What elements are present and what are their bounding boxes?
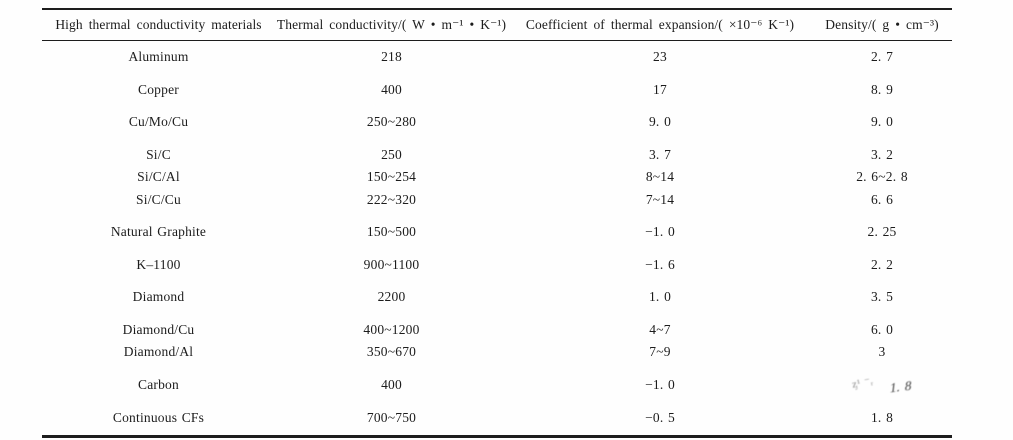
density-cell: 3	[878, 344, 886, 359]
header-row: High thermal conductivity materials Ther…	[42, 9, 952, 41]
column-header-thermal-conductivity: Thermal conductivity/( W • m⁻¹ • K⁻¹)	[276, 17, 507, 32]
density-cell: 6. 0	[870, 321, 894, 337]
watermark-artifact: ᶎ¹ ⁻ᵣ	[851, 374, 875, 391]
density-cell: 2. 2	[870, 256, 894, 272]
column-header-materials: High thermal conductivity materials	[55, 17, 262, 32]
density-cell: 3. 5	[870, 289, 894, 304]
expansion-cell: 23	[653, 49, 667, 64]
material-cell: Diamond	[132, 289, 185, 304]
material-cell: Si/C/Al	[137, 169, 180, 184]
density-cell: 3. 2	[870, 146, 894, 162]
table-row: Aluminum 218 23 2. 7	[42, 41, 952, 74]
conductivity-cell: 400	[381, 377, 402, 392]
density-cell: 9. 0	[870, 114, 894, 129]
table-row: Cu/Mo/Cu 250~280 9. 0 9. 0	[42, 106, 952, 139]
conductivity-cell: 700~750	[366, 410, 417, 425]
material-cell: Si/C	[146, 146, 171, 162]
table-row: Natural Graphite 150~500 −1. 0 2. 25	[42, 216, 952, 249]
density-cell: 8. 9	[870, 81, 894, 97]
conductivity-cell: 218	[381, 49, 402, 64]
density-cell: 1. 8	[870, 410, 894, 425]
density-cell: 6. 6	[870, 191, 894, 207]
table-body: Aluminum 218 23 2. 7 Copper 400 17 8. 9 Cu/Mo/Cu…	[42, 41, 952, 437]
expansion-cell: 17	[653, 81, 667, 97]
expansion-cell: −1. 0	[645, 377, 675, 392]
table-row: Copper 400 17 8. 9	[42, 74, 952, 107]
density-cell: 2. 6~2. 8	[856, 169, 908, 184]
density-cell: ᶎ¹ ⁻ᵣ 1. 8	[812, 369, 952, 403]
expansion-cell: 7~14	[645, 191, 675, 207]
expansion-cell: 1. 0	[648, 289, 672, 304]
expansion-cell: 9. 0	[648, 114, 672, 129]
material-cell: Aluminum	[128, 49, 189, 64]
expansion-cell: −0. 5	[645, 410, 675, 425]
expansion-cell: 3. 7	[648, 146, 672, 162]
material-cell: Diamond/Al	[123, 344, 194, 359]
table-row: Carbon 400 −1. 0 ᶎ¹ ⁻ᵣ 1. 8	[42, 369, 952, 403]
expansion-cell: 7~9	[649, 344, 671, 359]
material-cell: Carbon	[138, 377, 179, 392]
conductivity-cell: 150~500	[366, 224, 417, 239]
material-cell: K–1100	[136, 256, 181, 272]
conductivity-cell: 900~1100	[363, 256, 420, 272]
conductivity-cell: 150~254	[366, 169, 417, 184]
expansion-cell: 8~14	[645, 169, 675, 184]
material-cell: Natural Graphite	[110, 224, 207, 239]
table-row: Diamond/Cu 400~1200 4~7 6. 0	[42, 314, 952, 342]
column-header-density: Density/( g • cm⁻³)	[825, 17, 939, 32]
conductivity-cell: 2200	[377, 289, 406, 304]
table-row: Si/C 250 3. 7 3. 2	[42, 139, 952, 167]
table-row: Si/C/Al 150~254 8~14 2. 6~2. 8	[42, 166, 952, 189]
conductivity-cell: 250~280	[366, 114, 417, 129]
expansion-cell: −1. 0	[645, 224, 675, 239]
conductivity-cell: 222~320	[366, 191, 417, 207]
density-cell: 2. 25	[867, 224, 897, 239]
table-row: Continuous CFs 700~750 −0. 5 1. 8	[42, 402, 952, 436]
high-thermal-conductivity-materials-table: High thermal conductivity materials Ther…	[42, 8, 952, 438]
table-row: Si/C/Cu 222~320 7~14 6. 6	[42, 189, 952, 217]
expansion-cell: −1. 6	[645, 256, 675, 272]
obscured-density-value: 1. 8	[888, 377, 913, 396]
density-cell: 2. 7	[870, 49, 894, 64]
table-row: K–1100 900~1100 −1. 6 2. 2	[42, 249, 952, 282]
expansion-cell: 4~7	[649, 321, 671, 337]
conductivity-cell: 400	[381, 81, 402, 97]
column-header-thermal-expansion: Coefficient of thermal expansion/( ×10⁻⁶…	[525, 17, 795, 32]
material-cell: Continuous CFs	[112, 410, 205, 425]
conductivity-cell: 400~1200	[363, 321, 420, 337]
material-cell: Diamond/Cu	[122, 321, 195, 337]
material-cell: Cu/Mo/Cu	[128, 114, 189, 129]
conductivity-cell: 350~670	[366, 344, 417, 359]
conductivity-cell: 250	[381, 146, 402, 162]
table-row: Diamond/Al 350~670 7~9 3	[42, 341, 952, 369]
material-cell: Si/C/Cu	[136, 191, 181, 207]
table-row: Diamond 2200 1. 0 3. 5	[42, 281, 952, 314]
material-cell: Copper	[138, 81, 179, 97]
